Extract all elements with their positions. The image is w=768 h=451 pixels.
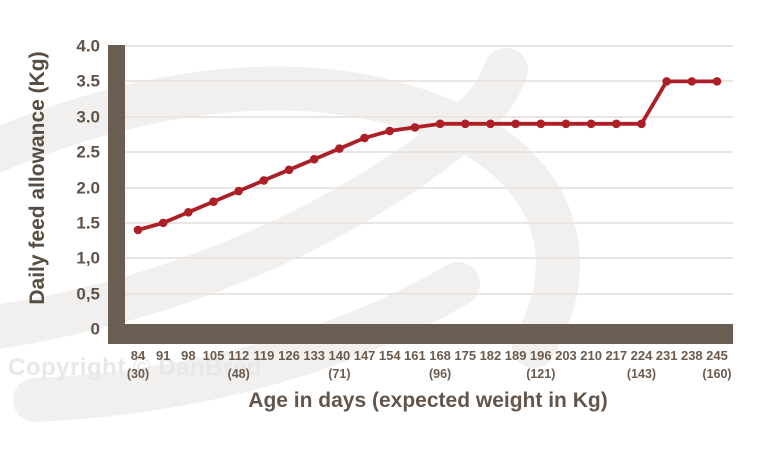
gridline xyxy=(125,45,733,47)
y-tick-label: 0,5 xyxy=(76,284,100,304)
x-tick-label: 210 xyxy=(580,348,602,363)
y-tick-label: 2.0 xyxy=(76,178,100,197)
data-point-marker xyxy=(158,218,168,228)
x-tick-label: 189 xyxy=(504,348,527,363)
data-point-marker xyxy=(184,207,193,217)
data-point-marker xyxy=(511,119,520,129)
x-tick-weight-label: (121) xyxy=(526,367,556,381)
x-tick-label: 175 xyxy=(454,348,477,363)
x-tick-label: 105 xyxy=(202,348,225,363)
x-tick-label: 91 xyxy=(155,348,171,363)
data-point-marker xyxy=(561,119,571,129)
gridline xyxy=(125,257,733,260)
x-tick-label: 140 xyxy=(328,348,351,363)
y-tick-label: 1,0 xyxy=(76,248,100,268)
data-point-marker xyxy=(309,154,319,164)
x-tick-label: 168 xyxy=(429,348,451,363)
gridline xyxy=(125,151,733,154)
x-tick-label: 154 xyxy=(378,348,401,363)
x-tick-label: 203 xyxy=(555,348,577,363)
x-tick-weight-label: (160) xyxy=(702,367,732,381)
x-tick-label: 161 xyxy=(404,348,426,363)
x-tick-label: 84 xyxy=(130,348,146,363)
x-tick-label: 112 xyxy=(228,348,250,363)
data-point-marker xyxy=(385,126,395,136)
copyright-watermark: Copyright © DanBred xyxy=(8,354,262,381)
data-point-marker xyxy=(612,119,621,129)
x-tick-label: 217 xyxy=(605,348,628,363)
gridline xyxy=(125,186,733,189)
x-axis-title: Age in days (expected weight in Kg) xyxy=(248,389,608,412)
data-point-marker xyxy=(259,176,269,185)
y-tick-label: 1.5 xyxy=(76,213,100,233)
gridline xyxy=(125,292,733,295)
y-axis-bar xyxy=(108,45,125,344)
x-tick-label: 133 xyxy=(303,348,326,363)
data-point-marker xyxy=(234,186,243,196)
data-point-marker xyxy=(284,165,294,175)
data-point-marker xyxy=(687,77,697,86)
data-point-marker xyxy=(360,133,369,143)
x-tick-label: 196 xyxy=(529,348,552,363)
x-tick-weight-label: (71) xyxy=(328,367,351,381)
x-tick-weight-label: (30) xyxy=(126,367,150,381)
data-point-marker xyxy=(209,197,218,206)
y-tick-label: 3.0 xyxy=(76,107,100,127)
gridline xyxy=(125,80,733,83)
data-point-marker xyxy=(486,119,495,129)
y-tick-label: 2.5 xyxy=(76,142,100,162)
x-tick-label: 98 xyxy=(181,348,196,363)
y-tick-label: 3.5 xyxy=(76,71,100,91)
x-axis-bar xyxy=(108,324,733,344)
x-tick-label: 245 xyxy=(706,348,728,363)
data-point-marker xyxy=(712,77,722,86)
data-point-marker xyxy=(435,119,445,129)
series-line xyxy=(137,79,717,232)
x-tick-label: 182 xyxy=(479,348,502,363)
data-point-marker xyxy=(586,119,596,129)
gridline xyxy=(125,221,733,224)
data-point-marker xyxy=(662,77,671,86)
x-tick-label: 231 xyxy=(655,348,678,363)
x-tick-label: 119 xyxy=(253,348,275,363)
x-tick-label: 147 xyxy=(353,348,376,363)
data-point-marker xyxy=(637,119,646,129)
x-tick-weight-label: (143) xyxy=(626,367,657,381)
data-point-marker xyxy=(335,144,344,153)
x-tick-weight-label: (96) xyxy=(428,367,452,381)
gridline xyxy=(125,115,733,118)
x-tick-label: 224 xyxy=(630,348,653,363)
data-point-marker xyxy=(460,119,470,129)
x-tick-label: 238 xyxy=(680,348,703,363)
x-tick-weight-label: (48) xyxy=(227,367,250,381)
x-tick-label: 126 xyxy=(278,348,300,363)
y-tick-label: 4.0 xyxy=(76,36,100,56)
data-point-marker xyxy=(133,225,143,235)
y-tick-label: 0 xyxy=(90,319,100,339)
data-point-marker xyxy=(410,123,420,132)
data-point-marker xyxy=(536,119,546,129)
